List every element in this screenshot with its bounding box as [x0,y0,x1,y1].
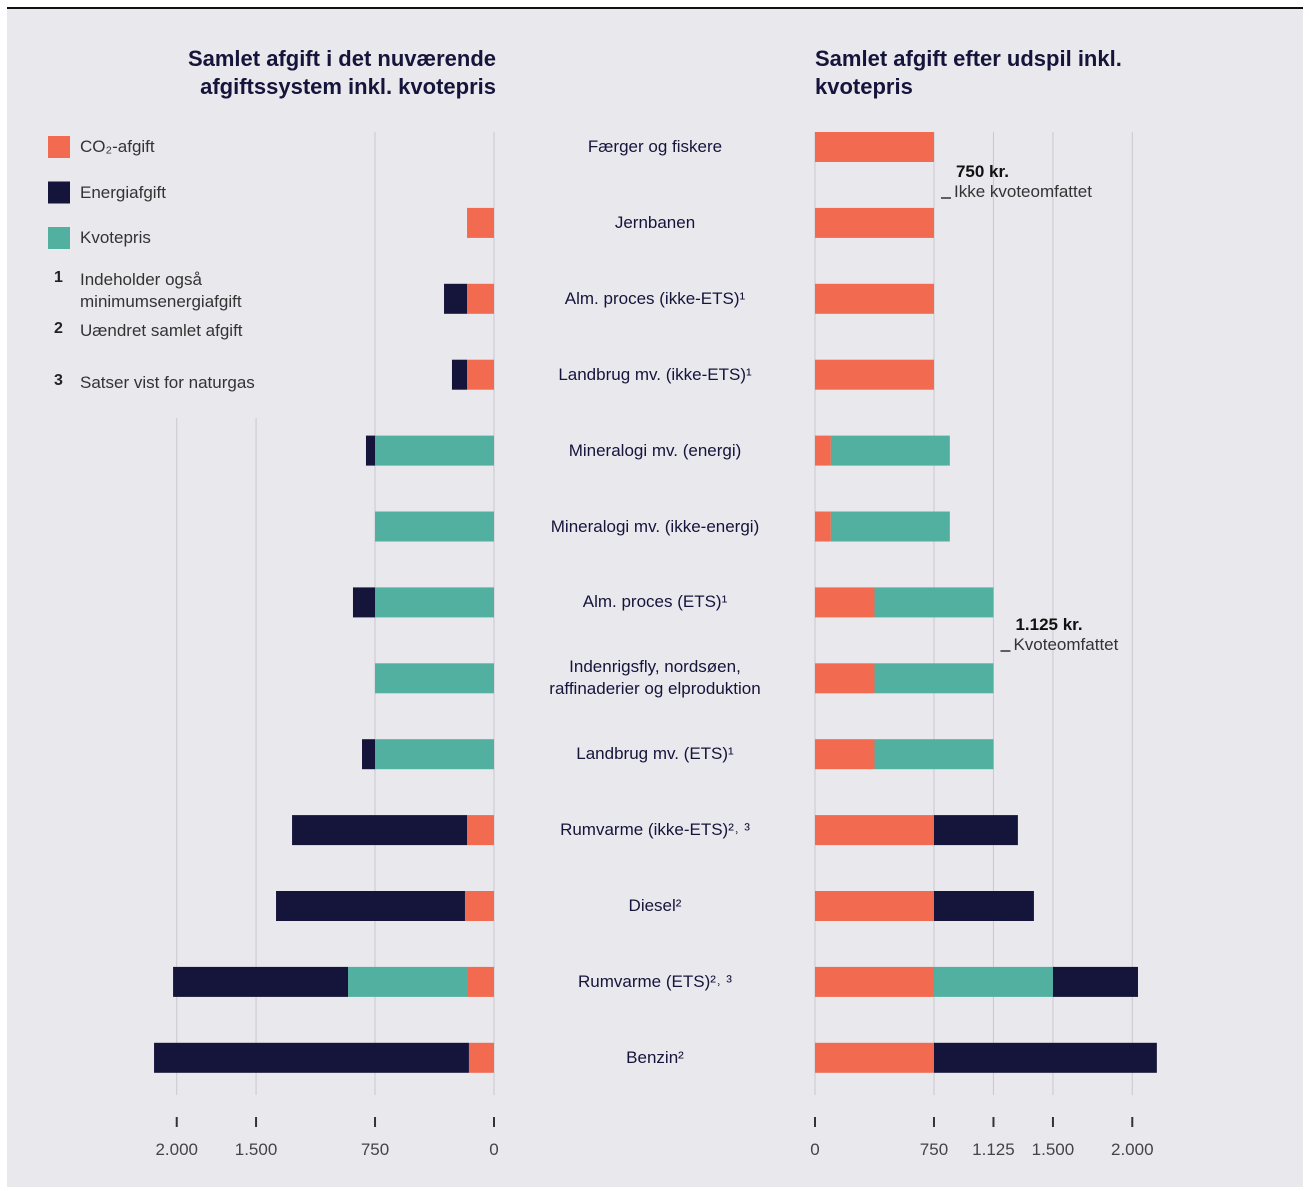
bar-segment [362,739,376,770]
bar-segment [815,207,934,238]
x-tick-label: 1.500 [1031,1140,1075,1159]
bar-segment [815,283,934,314]
bar-segment [464,891,494,921]
note-number: 3 [54,372,63,389]
bar-segment [375,739,494,770]
bar-segment [815,663,875,694]
legend-label: Kvotepris [80,228,151,247]
category-label: Alm. proces (ikke-ETS)¹ [564,288,746,308]
chart-title: Samlet afgift efter udspil inkl. kvotepr… [815,46,1122,99]
x-tick-label: 1.500 [234,1140,278,1159]
category-label: Mineralogi mv. (ikke-energi) [550,516,760,536]
category-label: Indenrigsfly, nordsøen, raffinaderier og… [549,657,761,699]
bar-segment [451,359,468,390]
x-tick-label: 2.000 [155,1140,198,1159]
bar-segment [468,1042,494,1073]
bar-segment [154,1042,469,1073]
bar-segment [815,359,934,390]
legend-background [40,128,260,418]
x-tick-label: 1.125 [972,1140,1015,1159]
bar-segment [467,283,494,314]
bar-segment [173,966,349,997]
category-label: Diesel² [628,896,682,915]
x-tick-label: 2.000 [1110,1140,1154,1159]
note-number: 2 [54,320,63,337]
bar-segment [874,587,994,618]
bar-segment [933,966,1053,997]
annotation-text: Kvoteomfattet [1013,635,1119,654]
bar-segment [444,283,468,314]
category-label: Rumvarme (ikke-ETS)²˒ ³ [560,820,750,840]
bar-segment [815,511,831,542]
category-label: Alm. proces (ETS)¹ [582,592,728,612]
bar-segment [933,815,1018,846]
note-text: Uændret samlet afgift [80,321,243,340]
category-label: Færger og fiskere [587,137,723,156]
bar-segment [815,132,934,162]
category-label: Rumvarme (ETS)²˒ ³ [578,971,732,991]
bar-segment [830,511,950,542]
bar-segment [375,663,494,694]
bar-segment [467,207,494,238]
legend-label: Energiafgift [80,182,166,202]
category-label: Landbrug mv. (ETS)¹ [576,744,734,764]
x-tick-label: 750 [360,1140,390,1159]
x-tick-label: 0 [810,1140,820,1159]
bar-segment [874,663,994,694]
bar-segment [815,435,831,466]
annotation-label: 750 kr. [955,162,1009,181]
bar-segment [365,435,376,466]
bar-segment [815,966,934,997]
bar-segment [352,587,376,618]
bar-segment [815,1042,934,1073]
annotation-text: Ikke kvoteomfattet [953,182,1092,201]
bar-segment [830,435,950,466]
bar-segment [348,966,468,997]
note-text: Indeholder også minimumsenergiafgift [80,270,242,311]
bar-segment [375,587,494,618]
category-label: Landbrug mv. (ikke-ETS)¹ [558,364,752,384]
note-text: Satser vist for naturgas [80,373,255,392]
category-label: Jernbanen [614,212,696,232]
bar-segment [467,966,494,997]
x-tick-label: 0 [489,1140,499,1159]
bar-segment [874,739,994,770]
bar-segment [933,891,1034,921]
chart-title: Samlet afgift i det nuværende afgiftssys… [187,46,496,99]
bar-segment [933,1042,1157,1073]
bar-segment [467,359,494,390]
legend-swatch [48,227,70,249]
bar-segment [375,435,494,466]
x-tick-label: 750 [919,1140,949,1159]
annotation-label: 1.125 kr. [1015,615,1083,634]
bar-segment [815,739,875,770]
bar-segment [375,511,494,542]
category-label: Mineralogi mv. (energi) [568,440,742,460]
bar-segment [467,815,494,846]
bar-segment [815,587,875,618]
bar-segment [1052,966,1138,997]
legend-swatch [48,181,70,204]
bar-segment [292,815,468,846]
bar-segment [276,891,465,921]
bar-segment [815,815,934,846]
legend-label: CO₂-afgift [80,137,155,156]
legend-swatch [48,136,70,158]
category-label: Benzin² [626,1047,684,1067]
bar-segment [815,891,934,921]
note-number: 1 [54,269,63,286]
